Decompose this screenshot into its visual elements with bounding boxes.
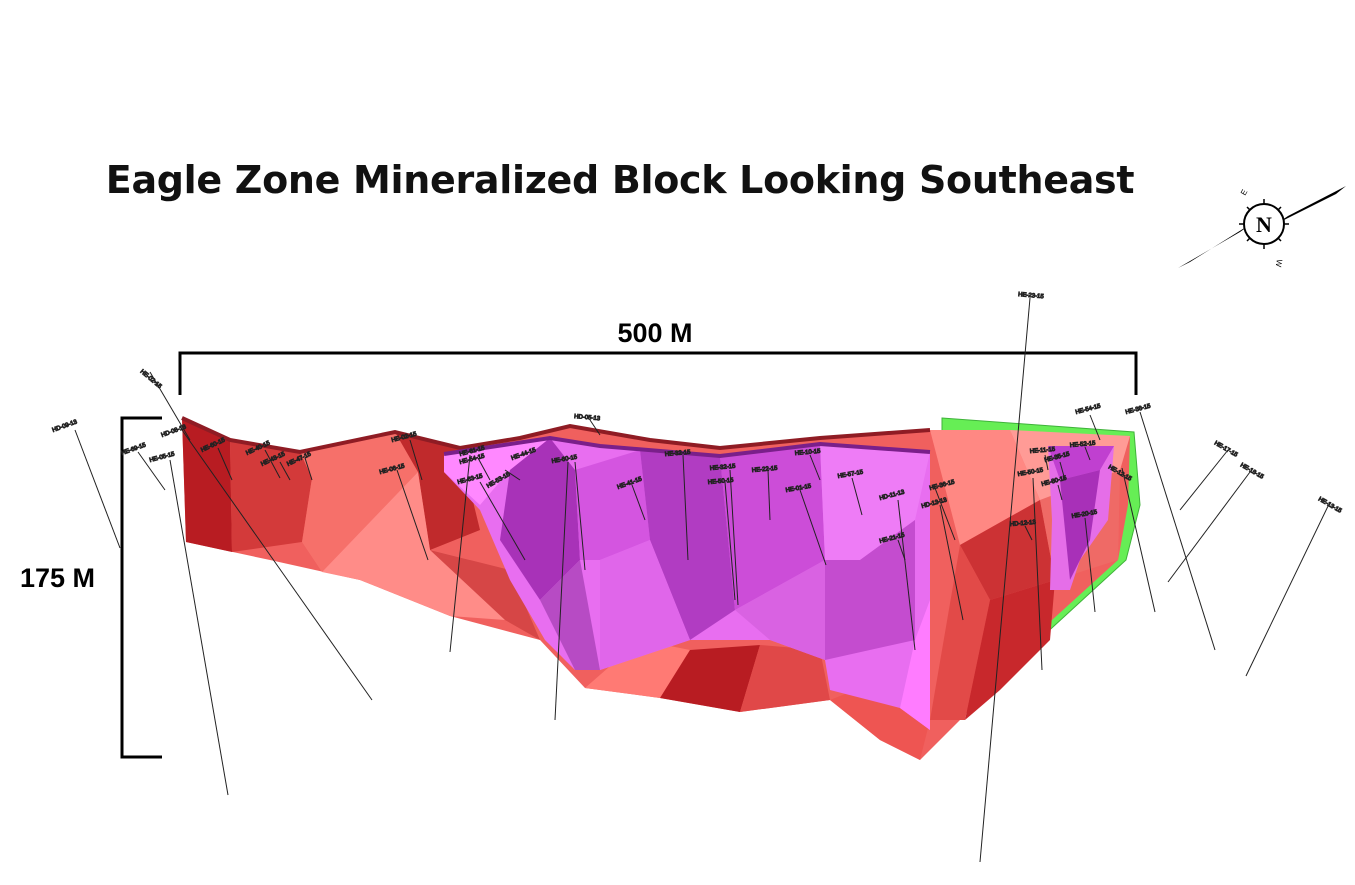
svg-text:HE-02-15: HE-02-15 — [139, 369, 163, 391]
svg-text:HE-13-15: HE-13-15 — [1317, 497, 1343, 515]
drill-hole: HE-22-15 — [751, 465, 779, 521]
drill-hole: HE-69-15 — [120, 442, 166, 491]
drill-hole: HE-50-15 — [1017, 467, 1045, 671]
svg-text:HE-38-15: HE-38-15 — [1125, 403, 1152, 416]
svg-text:HE-50-15: HE-50-15 — [1017, 467, 1044, 477]
horizontal-scale-bar: 500 M — [178, 318, 1138, 395]
svg-text:HE-22-15: HE-22-15 — [752, 466, 779, 474]
svg-text:HE-01-15: HE-01-15 — [785, 483, 812, 493]
drill-hole: HE-11-15 — [1029, 446, 1056, 471]
svg-text:HE-32-15: HE-32-15 — [710, 464, 737, 472]
svg-text:HE-57-15: HE-57-15 — [837, 469, 864, 479]
drill-hole: HD-05-13 — [573, 414, 601, 436]
page-title: Eagle Zone Mineralized Block Looking Sou… — [105, 158, 1135, 202]
drill-hole: HE-38-15 — [1124, 403, 1216, 651]
drill-hole: HE-23-15 — [979, 292, 1045, 863]
svg-text:HD-09-13: HD-09-13 — [52, 419, 79, 434]
drill-hole: HE-20-15 — [1071, 509, 1099, 613]
drill-hole: HE-57-15 — [837, 469, 865, 516]
svg-text:HD-05-13: HD-05-13 — [574, 414, 601, 422]
svg-text:HE-05-15: HE-05-15 — [149, 451, 176, 464]
compass-rose-icon: N E W — [1178, 186, 1346, 268]
svg-text:HE-60-15: HE-60-15 — [551, 454, 578, 464]
drill-hole: HE-10-15 — [794, 448, 822, 481]
drill-hole: HE-50-15 — [707, 477, 736, 601]
drill-hole: HE-13-15 — [1245, 496, 1343, 677]
svg-text:HE-50-15: HE-50-15 — [708, 478, 735, 486]
drill-hole: HE-60-15 — [551, 454, 579, 721]
svg-text:HE-10-15: HE-10-15 — [795, 449, 822, 457]
drill-hole: HE-32-15 — [709, 463, 739, 606]
svg-text:HE-11-15: HE-11-15 — [1030, 447, 1056, 455]
drill-hole: HE-32-15 — [664, 449, 692, 561]
svg-text:HE-17-15: HE-17-15 — [1213, 441, 1239, 459]
svg-text:HE-18-15: HE-18-15 — [1239, 463, 1265, 481]
compass-east-label: E — [1239, 188, 1249, 197]
compass-north-label: N — [1256, 212, 1272, 237]
svg-text:HE-32-15: HE-32-15 — [665, 450, 692, 458]
vertical-scale-bar: 175 M — [20, 416, 162, 759]
svg-text:HE-54-15: HE-54-15 — [1075, 403, 1102, 416]
drill-hole: HE-18-15 — [1167, 462, 1265, 583]
svg-text:HE-52-15: HE-52-15 — [1070, 441, 1097, 449]
vertical-scale-label: 175 M — [20, 563, 95, 593]
drill-hole: HE-52-15 — [1069, 440, 1097, 461]
svg-text:HE-69-15: HE-69-15 — [121, 442, 148, 457]
svg-text:HE-20-15: HE-20-15 — [1071, 509, 1098, 519]
drill-hole: HE-01-15 — [785, 483, 827, 566]
drill-hole: HD-12-13 — [1009, 519, 1037, 541]
svg-text:HD-12-13: HD-12-13 — [1010, 520, 1037, 528]
drill-hole: HD-09-13 — [51, 419, 121, 549]
horizontal-scale-label: 500 M — [617, 318, 692, 348]
svg-text:HE-23-15: HE-23-15 — [1018, 292, 1045, 300]
compass-west-label: W — [1274, 259, 1284, 268]
